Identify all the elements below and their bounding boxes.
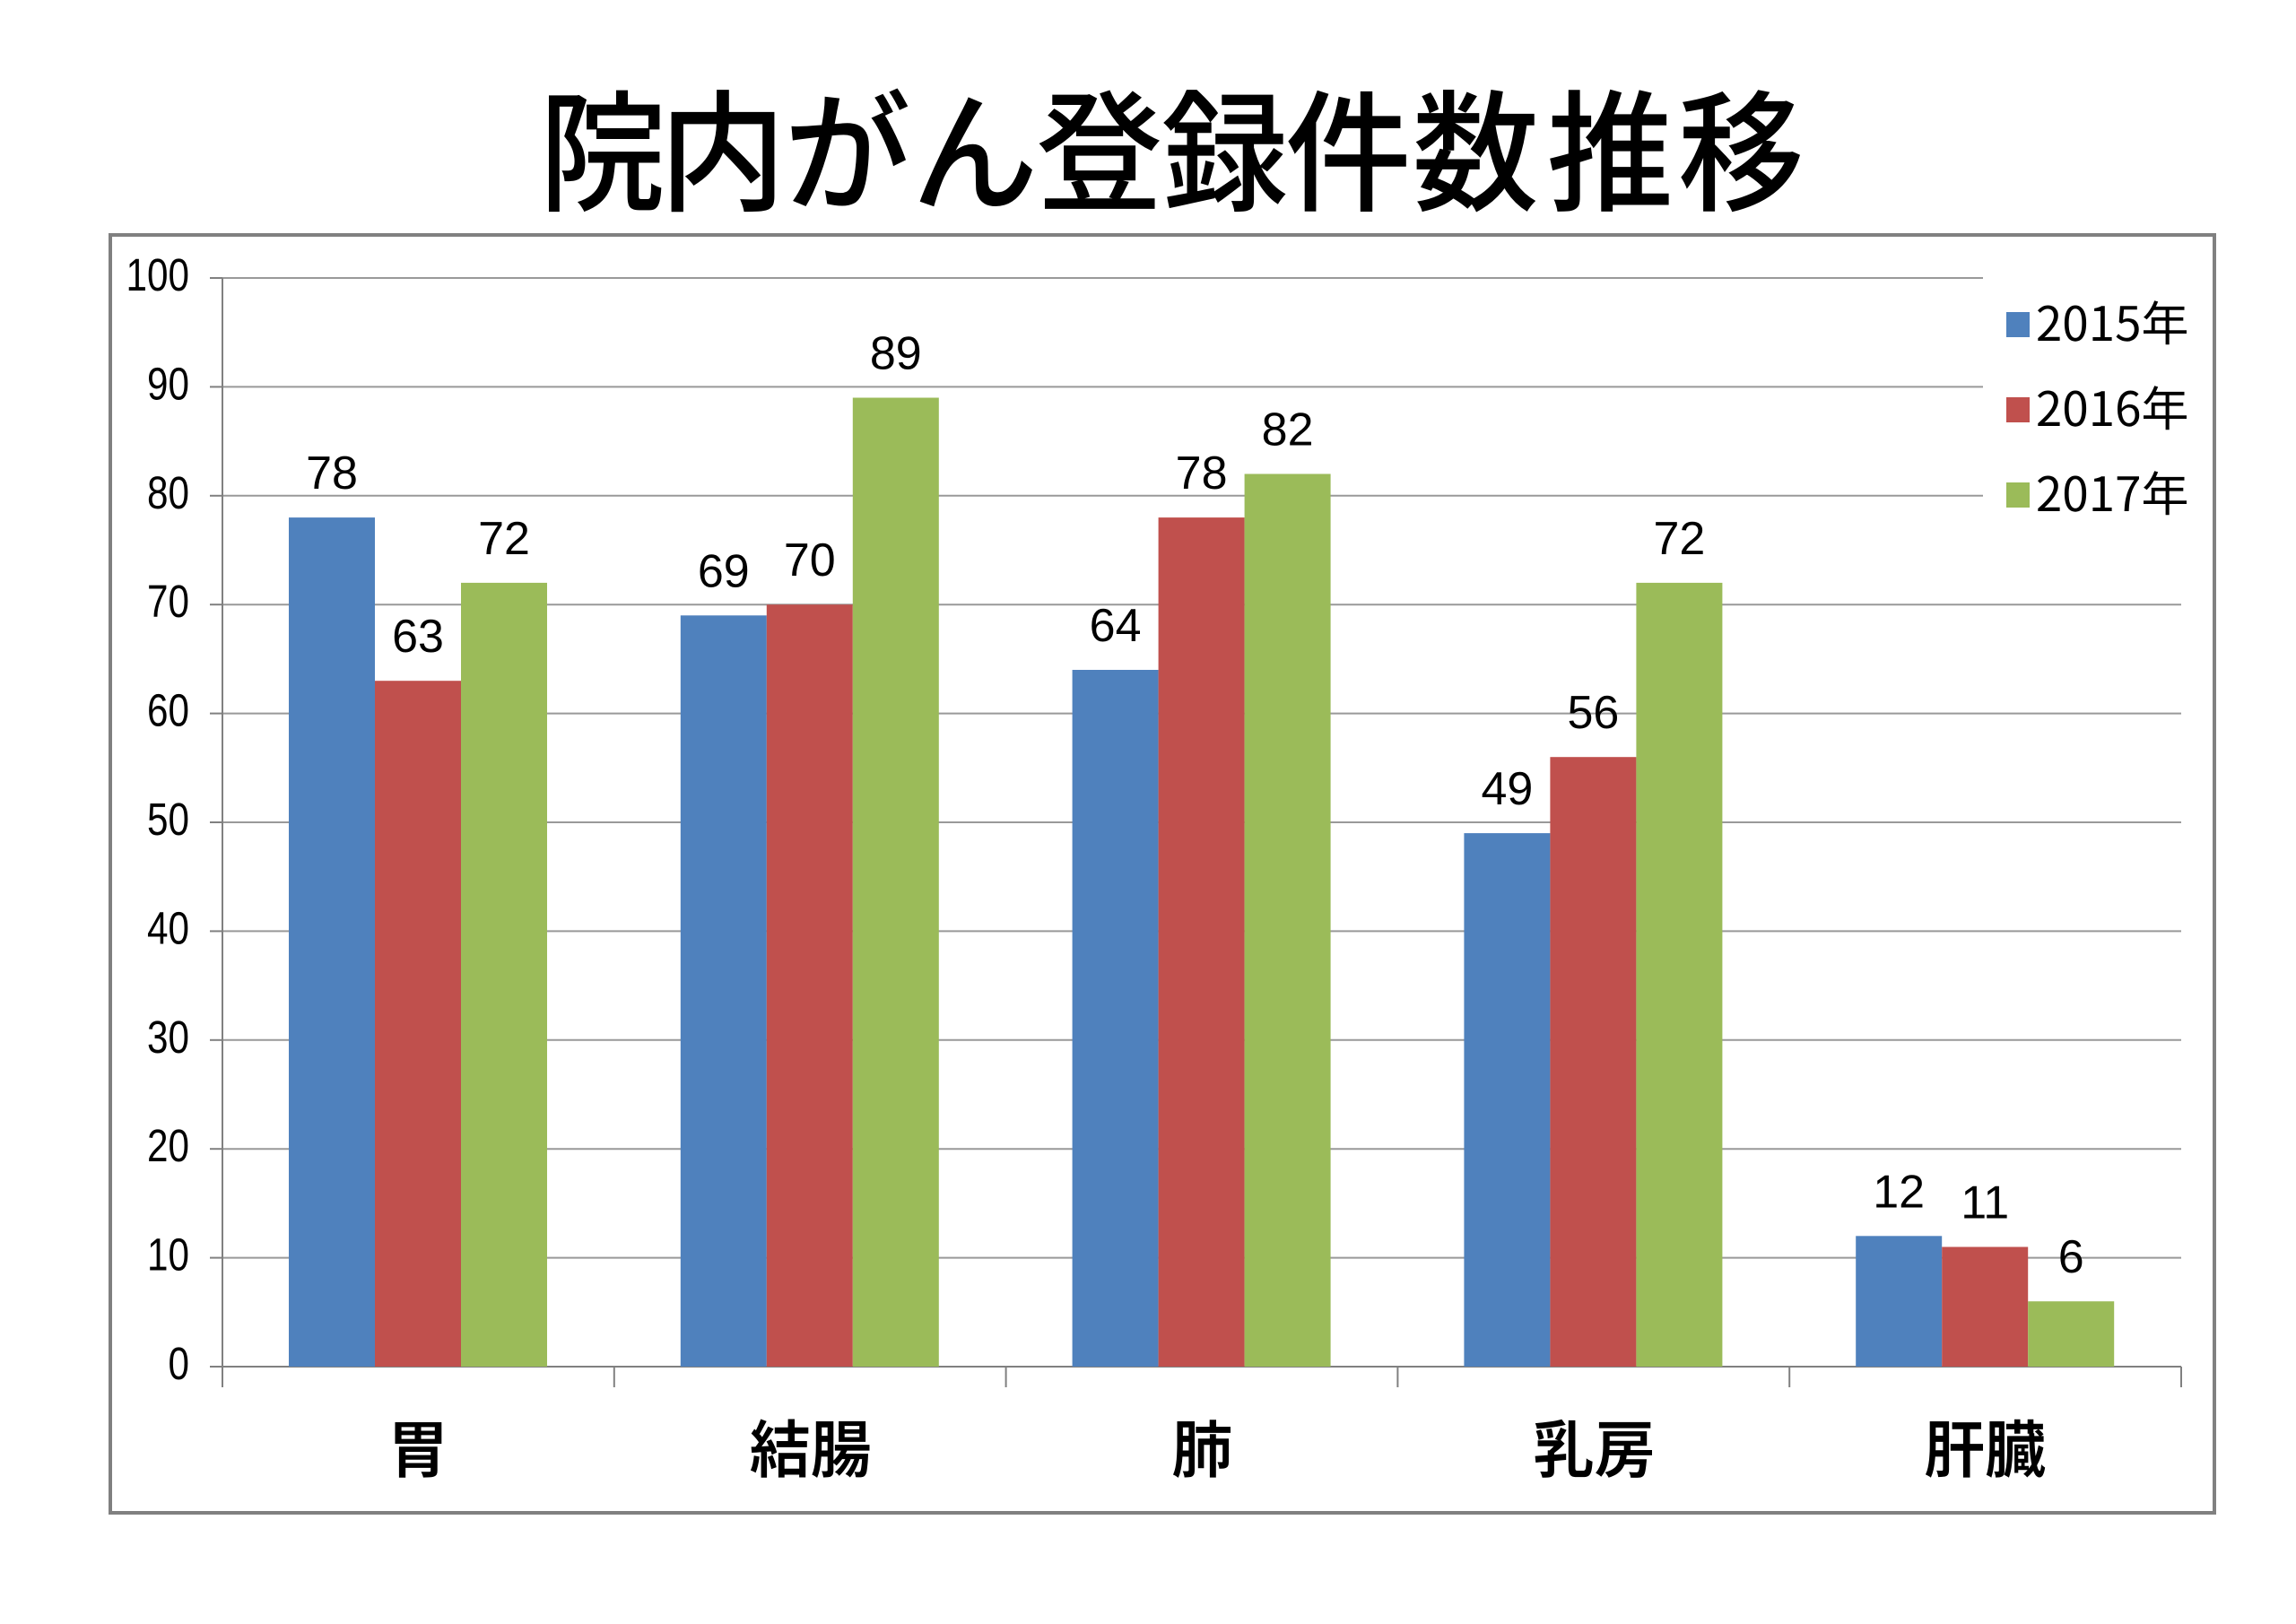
svg-text:30: 30 bbox=[147, 1012, 189, 1063]
svg-text:70: 70 bbox=[784, 534, 836, 586]
svg-text:63: 63 bbox=[392, 611, 444, 663]
svg-text:72: 72 bbox=[478, 513, 530, 565]
svg-text:69: 69 bbox=[698, 545, 750, 597]
svg-text:90: 90 bbox=[147, 358, 189, 409]
svg-text:49: 49 bbox=[1481, 763, 1533, 815]
svg-text:100: 100 bbox=[126, 249, 190, 300]
svg-text:82: 82 bbox=[1262, 404, 1314, 456]
svg-text:20: 20 bbox=[147, 1120, 189, 1171]
svg-text:50: 50 bbox=[147, 794, 189, 845]
svg-text:89: 89 bbox=[870, 328, 922, 380]
svg-text:70: 70 bbox=[147, 576, 189, 627]
svg-text:11: 11 bbox=[1961, 1177, 2009, 1229]
svg-text:60: 60 bbox=[147, 685, 189, 736]
svg-text:78: 78 bbox=[1176, 447, 1228, 499]
svg-text:64: 64 bbox=[1090, 600, 1142, 652]
svg-text:6: 6 bbox=[2058, 1231, 2084, 1283]
svg-text:72: 72 bbox=[1653, 513, 1705, 565]
svg-text:40: 40 bbox=[147, 902, 189, 953]
svg-text:80: 80 bbox=[147, 467, 189, 518]
svg-text:12: 12 bbox=[1873, 1166, 1925, 1218]
svg-text:0: 0 bbox=[169, 1338, 190, 1389]
svg-text:56: 56 bbox=[1567, 687, 1619, 739]
svg-text:10: 10 bbox=[147, 1229, 189, 1281]
svg-text:78: 78 bbox=[306, 447, 358, 499]
